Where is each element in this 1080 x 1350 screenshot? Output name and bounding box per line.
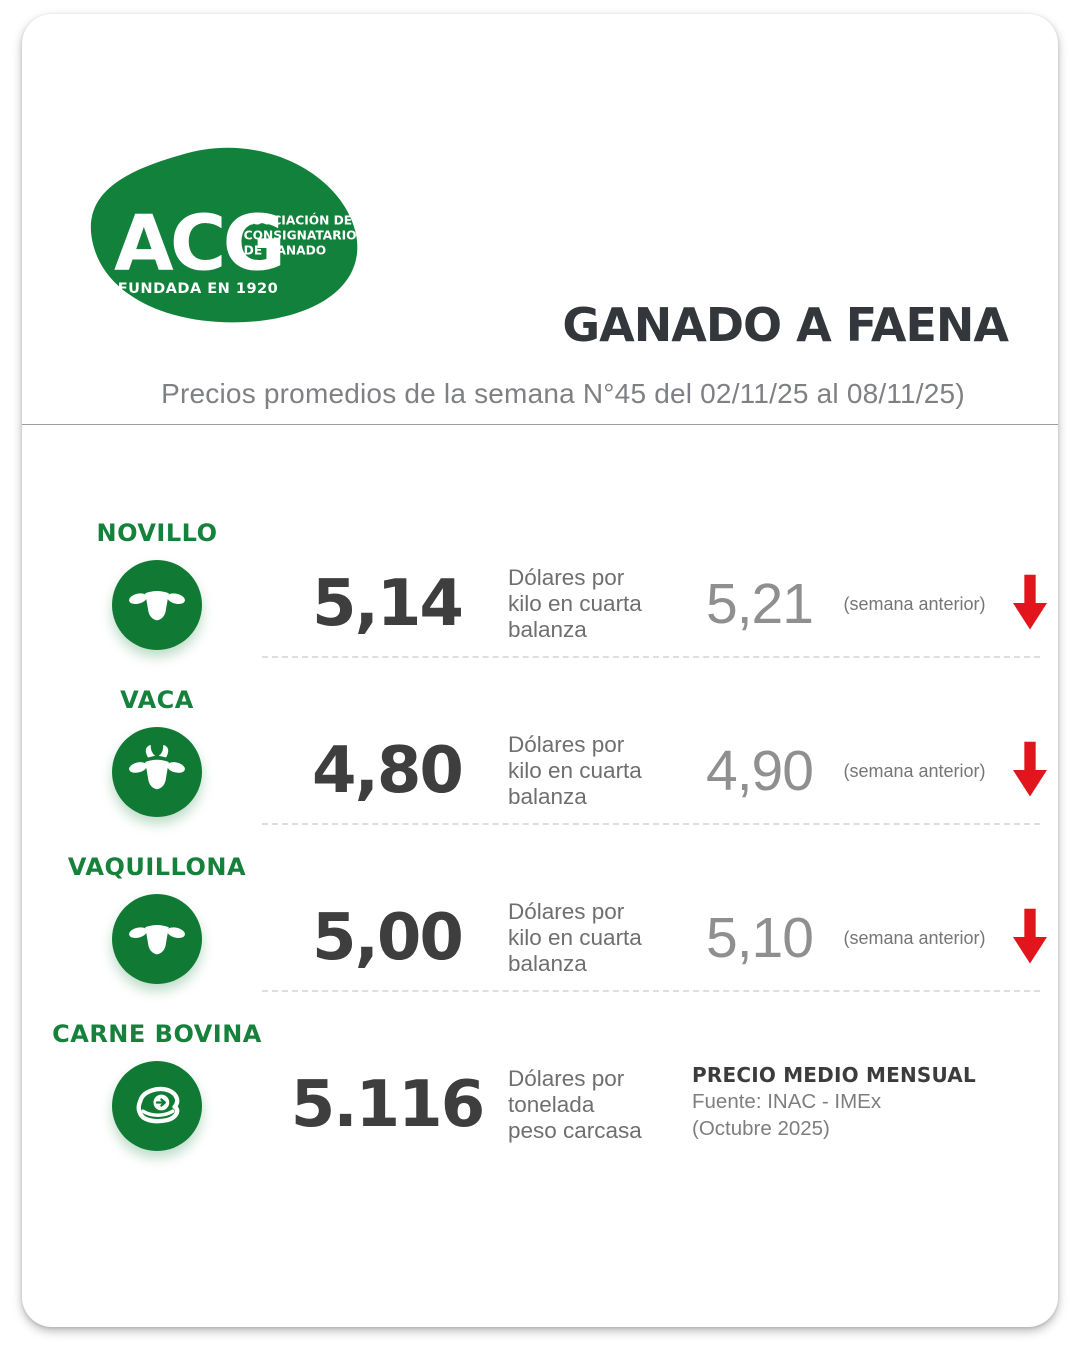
unit-cell: Dólares por tonelada peso carcasa — [482, 1059, 692, 1151]
animal-label: CARNE BOVINA — [52, 1020, 262, 1048]
price-cell: 5,14 — [292, 558, 482, 650]
animal-cell: CARNE BOVINA — [22, 992, 292, 1159]
price-row-vaquillona: VAQUILLONA 5,00 Dólares por — [22, 825, 1058, 992]
header-divider — [22, 424, 1058, 425]
animal-label: VACA — [120, 686, 194, 714]
prev-note-cell: (semana anterior) — [827, 558, 1002, 650]
current-price: 4,80 — [312, 734, 464, 808]
trend-cell — [1002, 558, 1058, 650]
unit-description: Dólares por kilo en cuarta balanza — [508, 565, 642, 644]
unit-line: Dólares por — [508, 731, 625, 757]
unit-cell: Dólares por kilo en cuarta balanza — [482, 725, 692, 817]
unit-line: balanza — [508, 784, 587, 810]
calf-head-icon — [112, 894, 202, 984]
unit-line: Dólares por — [508, 898, 625, 924]
down-arrow-icon — [1013, 741, 1047, 797]
price-row-vaca: VACA 4,80 — [22, 658, 1058, 825]
unit-description: Dólares por tonelada peso carcasa — [508, 1066, 642, 1145]
current-price: 5,14 — [312, 567, 464, 641]
animal-cell: NOVILLO — [22, 491, 292, 658]
animal-cell: VACA — [22, 658, 292, 825]
unit-cell: Dólares por kilo en cuarta balanza — [482, 892, 692, 984]
monthly-price-source: Fuente: INAC - IMEx — [692, 1090, 882, 1113]
unit-description: Dólares por kilo en cuarta balanza — [508, 732, 642, 811]
price-cell: 5,00 — [292, 892, 482, 984]
calf-head-icon — [112, 560, 202, 650]
monthly-price-title: PRECIO MEDIO MENSUAL — [692, 1063, 976, 1087]
unit-line: kilo en cuarta — [508, 757, 642, 783]
unit-line: Dólares por — [508, 1065, 625, 1091]
price-row-novillo: NOVILLO 5,14 Dólares por — [22, 491, 1058, 658]
price-rows: NOVILLO 5,14 Dólares por — [22, 425, 1058, 1159]
previous-price: 5,10 — [706, 906, 814, 970]
unit-cell: Dólares por kilo en cuarta balanza — [482, 558, 692, 650]
price-cell: 4,80 — [292, 725, 482, 817]
previous-price: 5,21 — [706, 572, 814, 636]
dashed-divider — [262, 823, 1040, 825]
animal-label: NOVILLO — [96, 519, 218, 547]
unit-line: kilo en cuarta — [508, 924, 642, 950]
unit-line: balanza — [508, 617, 587, 643]
acg-logo-blob-icon: ACG ASOCIACIÓN DE CONSIGNATARIOS DE GANA… — [90, 147, 364, 323]
dashed-divider — [262, 656, 1040, 658]
acg-org-line3: DE GANADO — [244, 244, 326, 258]
monthly-price-period: (Octubre 2025) — [692, 1117, 830, 1140]
previous-week-note: (semana anterior) — [843, 927, 986, 948]
animal-cell: VAQUILLONA — [22, 825, 292, 992]
price-row-carne-bovina: CARNE BOVINA 5.116 Dólares por tonelada — [22, 992, 1058, 1159]
prev-price-cell: 5,10 — [692, 892, 827, 984]
acg-org-line1: ASOCIACIÓN DE — [244, 213, 352, 228]
dashed-divider — [262, 990, 1040, 992]
unit-line: balanza — [508, 951, 587, 977]
cow-head-icon — [112, 727, 202, 817]
unit-description: Dólares por kilo en cuarta balanza — [508, 899, 642, 978]
previous-price: 4,90 — [706, 739, 814, 803]
meat-cut-icon — [112, 1061, 202, 1151]
prev-price-cell: 5,21 — [692, 558, 827, 650]
infographic-card: ACG ASOCIACIÓN DE CONSIGNATARIOS DE GANA… — [22, 14, 1058, 1327]
prev-note-cell: (semana anterior) — [827, 725, 1002, 817]
unit-line: Dólares por — [508, 564, 625, 590]
acg-org-line2: CONSIGNATARIOS — [244, 229, 364, 243]
acg-founded-text: FUNDADA EN 1920 — [118, 280, 279, 297]
previous-week-note: (semana anterior) — [843, 760, 986, 781]
acg-logo: ACG ASOCIACIÓN DE CONSIGNATARIOS DE GANA… — [82, 140, 364, 328]
monthly-price-block: PRECIO MEDIO MENSUAL Fuente: INAC - IMEx… — [692, 1053, 1058, 1151]
current-price: 5,00 — [312, 901, 464, 975]
subtitle: Precios promedios de la semana N°45 del … — [161, 378, 965, 409]
current-price: 5.116 — [290, 1068, 485, 1142]
acg-logo-text: ACG — [114, 199, 282, 289]
header: ACG ASOCIACIÓN DE CONSIGNATARIOS DE GANA… — [22, 14, 1058, 424]
previous-week-note: (semana anterior) — [843, 593, 986, 614]
prev-note-cell: (semana anterior) — [827, 892, 1002, 984]
down-arrow-icon — [1013, 574, 1047, 630]
trend-cell — [1002, 892, 1058, 984]
page-title: GANADO A FAENA — [562, 298, 1009, 352]
unit-line: tonelada — [508, 1091, 595, 1117]
animal-label: VAQUILLONA — [67, 853, 247, 881]
down-arrow-icon — [1013, 908, 1047, 964]
trend-cell — [1002, 725, 1058, 817]
unit-line: peso carcasa — [508, 1118, 642, 1144]
prev-price-cell: 4,90 — [692, 725, 827, 817]
unit-line: kilo en cuarta — [508, 590, 642, 616]
price-cell: 5.116 — [290, 1059, 485, 1151]
